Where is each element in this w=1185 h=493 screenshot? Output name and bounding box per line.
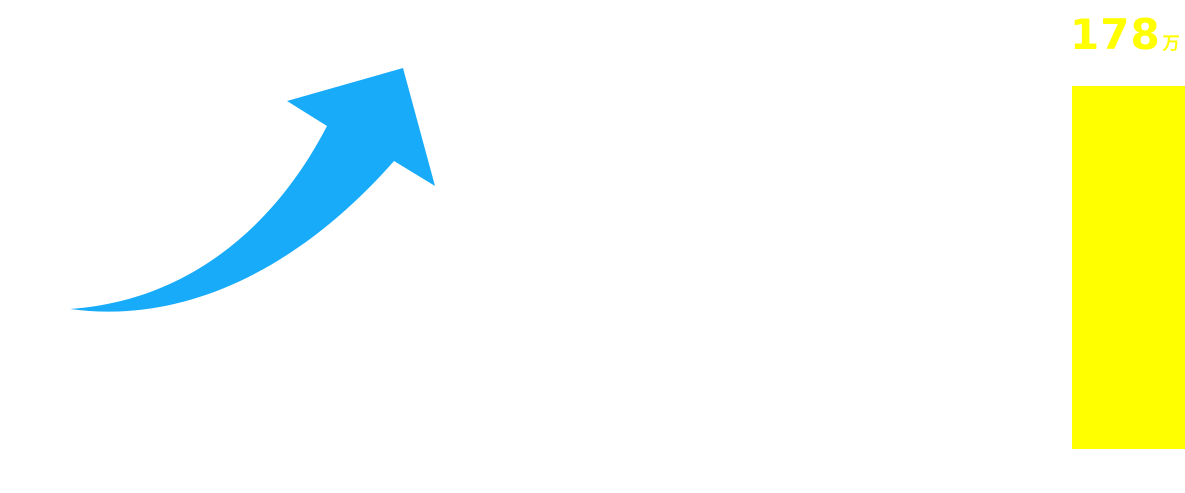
arrow-shape [70,68,435,312]
bar [1072,86,1185,449]
bar-value-unit: 万 [1162,34,1180,54]
bar-value-number: 178 [1070,10,1161,59]
bar-value-label: 178 万 [1070,14,1185,56]
